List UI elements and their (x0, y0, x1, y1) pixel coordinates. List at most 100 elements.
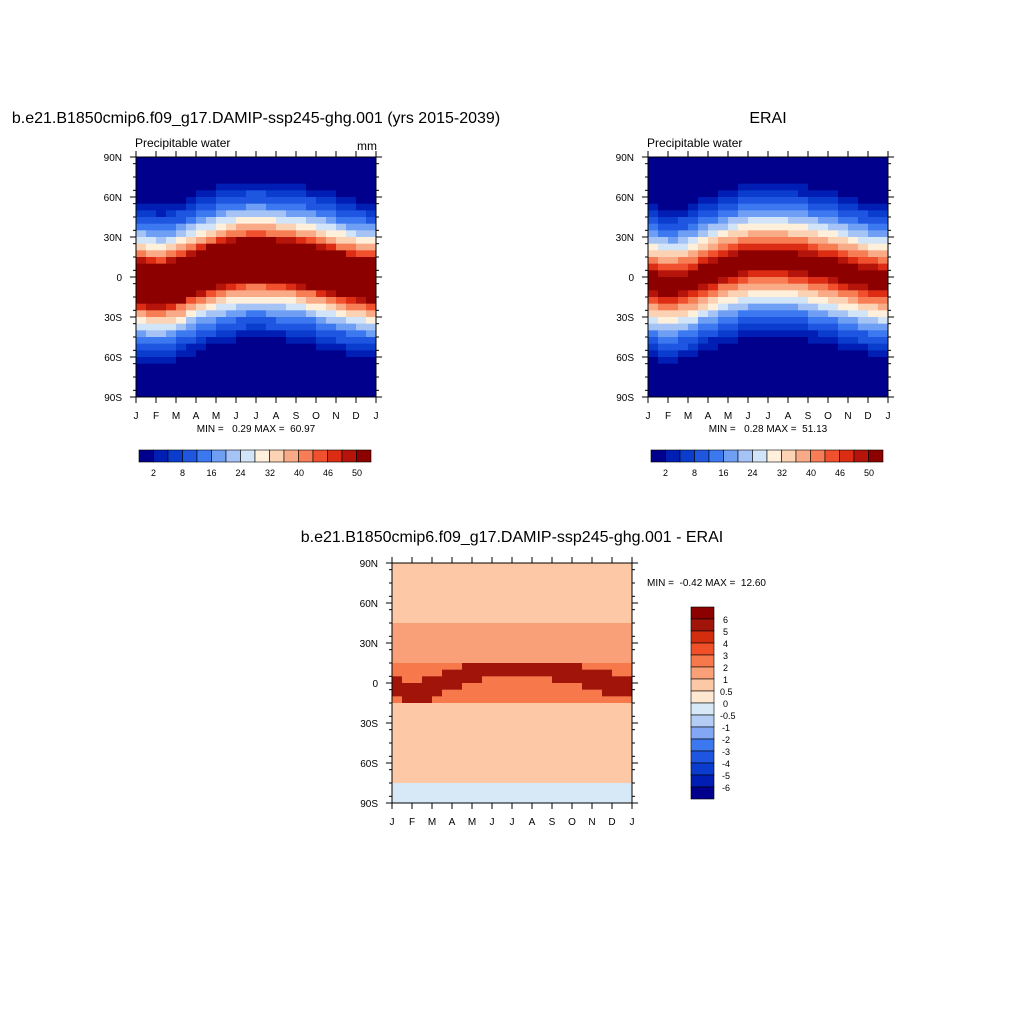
heatmap-cell (848, 210, 859, 218)
heatmap-cell (472, 703, 483, 711)
heatmap-cell (602, 629, 613, 637)
heatmap-cell (306, 270, 317, 278)
heatmap-cell (176, 303, 187, 311)
heatmap-cell (432, 609, 443, 617)
heatmap-cell (602, 623, 613, 631)
heatmap-cell (316, 183, 327, 191)
heatmap-cell (326, 357, 337, 365)
colorbar-label: 24 (235, 468, 245, 478)
heatmap-cell (542, 603, 553, 611)
heatmap-cell (216, 210, 227, 218)
heatmap-cell (522, 583, 533, 591)
heatmap-cell (522, 663, 533, 671)
heatmap-cell (878, 377, 889, 385)
heatmap-cell (502, 643, 513, 651)
y-tick-label: 60N (104, 193, 122, 204)
heatmap-cell (562, 609, 573, 617)
heatmap-cell (728, 297, 739, 305)
heatmap-cell (572, 703, 583, 711)
heatmap-cell (868, 157, 879, 165)
heatmap-cell (356, 170, 367, 178)
heatmap-cell (542, 583, 553, 591)
heatmap-cell (176, 310, 187, 318)
heatmap-cell (748, 330, 759, 338)
heatmap-cell (166, 390, 177, 398)
heatmap-cell (562, 636, 573, 644)
heatmap-cell (256, 170, 267, 178)
heatmap-cell (868, 383, 879, 391)
heatmap-cell (552, 696, 563, 704)
x-tick-label: O (312, 411, 320, 422)
heatmap-cell (236, 177, 247, 185)
heatmap-cell (326, 183, 337, 191)
heatmap-cell (808, 210, 819, 218)
heatmap-cell (522, 736, 533, 744)
heatmap-cell (858, 163, 869, 171)
x-tick-label: F (409, 817, 415, 828)
heatmap-cell (658, 343, 669, 351)
variable-label: Precipitable water (647, 136, 742, 150)
heatmap-cell (808, 337, 819, 345)
heatmap-cell (346, 197, 357, 205)
heatmap-cell (698, 317, 709, 325)
heatmap-cell (156, 170, 167, 178)
heatmap-cell (868, 290, 879, 298)
heatmap-cell (738, 217, 749, 225)
heatmap-cell (146, 237, 157, 245)
heatmap-cell (326, 203, 337, 211)
heatmap-cell (452, 636, 463, 644)
heatmap-cell (166, 190, 177, 198)
heatmap-cell (412, 796, 423, 804)
colorbar-box (824, 449, 840, 463)
heatmap-cell (582, 783, 593, 791)
x-tick-label: J (254, 411, 259, 422)
heatmap-cell (738, 363, 749, 371)
heatmap-cell (582, 663, 593, 671)
heatmap-cell (276, 250, 287, 258)
heatmap-cell (542, 729, 553, 737)
heatmap-cell (622, 723, 633, 731)
heatmap-cells (136, 157, 377, 398)
heatmap-cell (612, 703, 623, 711)
heatmap-cell (552, 649, 563, 657)
heatmap-cell (878, 230, 889, 238)
heatmap-cell (286, 223, 297, 231)
heatmap-cell (748, 183, 759, 191)
colorbar-box (839, 449, 855, 463)
heatmap-cell (482, 663, 493, 671)
heatmap-cell (492, 703, 503, 711)
heatmap-cell (868, 277, 879, 285)
heatmap-cell (678, 230, 689, 238)
heatmap-cell (678, 377, 689, 385)
heatmap-cell (728, 190, 739, 198)
heatmap-cell (146, 177, 157, 185)
heatmap-cell (512, 603, 523, 611)
heatmap-cell (452, 709, 463, 717)
heatmap-cell (552, 676, 563, 684)
heatmap-cell (216, 263, 227, 271)
colorbar-label: 24 (747, 468, 757, 478)
heatmap-cell (778, 183, 789, 191)
heatmap-cell (146, 277, 157, 285)
heatmap-cell (266, 337, 277, 345)
heatmap-cell (728, 217, 739, 225)
heatmap-cell (658, 237, 669, 245)
heatmap-cell (166, 263, 177, 271)
heatmap-cell (186, 257, 197, 265)
heatmap-cell (472, 629, 483, 637)
heatmap-cell (452, 783, 463, 791)
heatmap-cell (236, 277, 247, 285)
heatmap-cell (336, 163, 347, 171)
heatmap-cell (612, 636, 623, 644)
colorbar-box (690, 690, 715, 704)
heatmap-cell (858, 283, 869, 291)
heatmap-cell (592, 629, 603, 637)
heatmap-cell (246, 370, 257, 378)
heatmap-cell (788, 363, 799, 371)
heatmap-cell (542, 663, 553, 671)
heatmap-cell (206, 330, 217, 338)
heatmap-cell (196, 323, 207, 331)
heatmap-cell (552, 563, 563, 571)
heatmap-cell (562, 676, 573, 684)
heatmap-cell (758, 297, 769, 305)
